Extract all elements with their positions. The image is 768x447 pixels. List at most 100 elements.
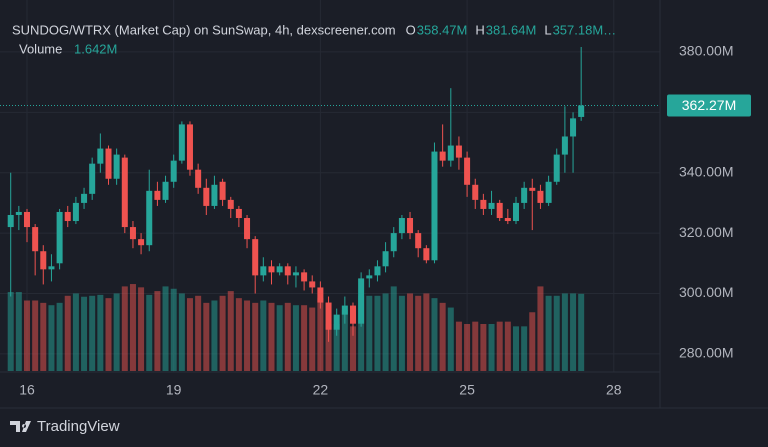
volume-bar	[341, 309, 348, 371]
tradingview-logo[interactable]: TradingView	[10, 418, 120, 435]
volume-bar	[431, 298, 438, 371]
candle-body	[317, 287, 324, 303]
volume-bar	[195, 295, 202, 371]
volume-bar	[529, 312, 536, 371]
volume-bar	[178, 293, 185, 371]
volume-bar	[521, 326, 528, 371]
volume-bar	[292, 305, 299, 371]
candle-body	[113, 154, 120, 179]
volume-bar	[512, 326, 519, 371]
y-tick-label: 340.00M	[679, 163, 733, 179]
volume-bar	[129, 284, 136, 371]
volume-bar	[398, 295, 405, 371]
candle-body	[472, 184, 479, 200]
volume-bar	[358, 295, 365, 371]
volume-bar	[561, 293, 568, 371]
volume-bar	[235, 298, 242, 371]
candle-body	[447, 145, 454, 161]
volume-bar	[366, 295, 373, 371]
candle-body	[439, 151, 446, 161]
candle-body	[195, 169, 202, 188]
volume-bar	[268, 302, 275, 371]
candle-body	[219, 181, 226, 200]
volume-bar	[7, 292, 14, 371]
candle-body	[521, 187, 528, 203]
legend-value: 381.64M	[486, 22, 537, 37]
legend-key: L	[544, 22, 551, 37]
candle-body	[578, 105, 585, 117]
candle-body	[48, 266, 55, 270]
volume-bar	[570, 293, 577, 371]
candle-body	[276, 266, 283, 273]
candle-body	[455, 145, 462, 158]
candle-body	[129, 227, 136, 240]
legend-key: O	[406, 22, 416, 37]
volume-bar	[578, 293, 585, 371]
candle-body	[480, 199, 487, 209]
candle-body	[23, 211, 30, 228]
candle-body	[138, 239, 145, 246]
candle-body	[235, 208, 242, 219]
volume-bar	[553, 295, 560, 371]
volume-bar	[415, 295, 422, 371]
volume-bar	[32, 300, 39, 371]
candle-body	[7, 214, 14, 228]
volume-bar	[97, 294, 104, 371]
volume-bar	[186, 298, 193, 371]
candle-body	[512, 202, 519, 222]
candle-body	[431, 151, 438, 261]
candle-body	[504, 218, 511, 222]
y-tick-label: 320.00M	[679, 224, 733, 240]
candle-body	[227, 199, 234, 209]
y-tick-label: 380.00M	[679, 43, 733, 59]
volume-value: 1.642M	[74, 41, 117, 56]
volume-bar	[488, 324, 495, 371]
candle-body	[97, 148, 104, 164]
candle-body	[366, 275, 373, 279]
candle-body	[529, 187, 536, 191]
candle-body	[398, 218, 405, 234]
candle-body	[260, 266, 267, 276]
volume-bar	[244, 300, 251, 371]
volume-bar	[455, 321, 462, 371]
volume-bar	[252, 302, 259, 371]
candle-body	[186, 124, 193, 170]
volume-bar	[162, 286, 169, 371]
candle-body	[105, 148, 112, 179]
volume-bar	[407, 293, 414, 371]
volume-bar	[154, 291, 161, 371]
volume-bar	[447, 307, 454, 371]
candle-body	[40, 251, 47, 270]
candle-body	[309, 281, 316, 288]
candle-body	[537, 190, 544, 203]
volume-bar	[170, 288, 177, 371]
ohlc-legend: SUNDOG/WTRX (Market Cap) on SunSwap, 4h,…	[12, 22, 616, 37]
volume-bar	[146, 294, 153, 371]
candle-body	[15, 211, 22, 215]
volume-bar	[203, 302, 210, 371]
candle-body	[178, 124, 185, 161]
y-axis: 280.00M300.00M320.00M340.00M360.00M380.0…	[667, 43, 751, 361]
volume-bar	[496, 321, 503, 371]
volume-bar	[480, 324, 487, 371]
chart-title: SUNDOG/WTRX (Market Cap) on SunSwap, 4h,…	[12, 22, 396, 37]
candle-body	[32, 227, 39, 252]
candle-body	[390, 233, 397, 252]
volume-bar	[89, 295, 96, 371]
candle-body	[407, 218, 414, 234]
logo-icon	[10, 421, 31, 432]
volume-bar	[64, 295, 71, 371]
candle-body	[162, 181, 169, 200]
volume-title: Volume	[19, 41, 62, 56]
brand: TradingView	[37, 418, 120, 435]
volume-bar	[464, 324, 471, 371]
candle-body	[496, 202, 503, 219]
volume-bar	[333, 324, 340, 371]
candle-body	[252, 239, 259, 276]
volume-bar	[211, 300, 218, 371]
volume-bar	[350, 326, 357, 371]
volume-bar	[284, 302, 291, 371]
y-tick-label: 300.00M	[679, 284, 733, 300]
candle-body	[203, 187, 210, 206]
volume-bar	[105, 298, 112, 371]
